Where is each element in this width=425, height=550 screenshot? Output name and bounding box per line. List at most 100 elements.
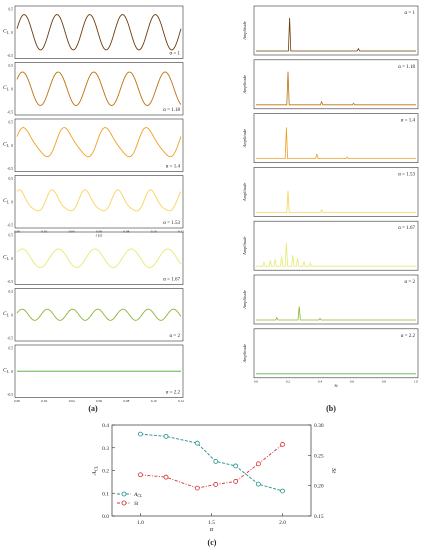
data-point-St_line [280, 442, 285, 447]
spectrum-line-alpha_1-67 [256, 242, 416, 267]
series-label: α = 2.2 [401, 334, 416, 339]
legend-marker [121, 500, 127, 506]
series-label: α = 1.18 [398, 65, 415, 70]
subplot-frame [253, 5, 419, 56]
x-tick-label: 2.0 [279, 520, 286, 526]
subplot-frame [253, 59, 419, 110]
data-point-ACL_line [256, 481, 261, 487]
ylabel-cl: CL [3, 141, 10, 148]
y-tick-label: -0.5 [7, 280, 13, 284]
x-tick-label: 0.04 [69, 399, 75, 403]
ylabel-amplitude: Amplitude [242, 236, 247, 256]
subplot-frame [253, 328, 419, 379]
y-tick-label: 0 [11, 257, 13, 261]
y-left-tick-label: 0.1 [102, 491, 109, 497]
x-tick-label: 0.00 [14, 230, 20, 234]
series-line-alpha_1 [16, 14, 182, 51]
legend-marker [121, 491, 127, 497]
panel-label-b: (b) [326, 404, 336, 413]
y-right-tick-label: 0.25 [314, 453, 324, 459]
y-tick-label: -0.5 [7, 54, 13, 58]
subplot-frame [14, 5, 184, 59]
subplot-frame [14, 288, 184, 342]
y-left-tick-label: 0.3 [102, 446, 109, 452]
y-tick-label: -0.5 [7, 167, 13, 171]
x-tick-label: 0.2 [286, 379, 291, 383]
series-line-alpha_1-4 [16, 127, 182, 158]
data-point-ACL_line [280, 488, 285, 494]
y-tick-label: 0.5 [9, 177, 14, 181]
subplot-frame [14, 175, 184, 229]
y-tick-label: -0.5 [7, 111, 13, 115]
data-point-ACL_line [213, 458, 219, 464]
subplot-a-6: CL 0.5 0 -0.5 α = 2.2 0.00 0.02 0.04 0.06 0.08 0.1… [3, 344, 184, 403]
spectrum-line-alpha_2 [256, 306, 416, 321]
y-tick-label: 0.5 [9, 347, 14, 351]
data-point-St_line [163, 474, 169, 480]
ylabel-cl: CL [3, 198, 10, 205]
y-tick-label: 0.5 [9, 121, 14, 125]
spectrum-line-alpha_1-18 [256, 71, 416, 106]
subplot-b-1: Amplitude α = 1.18 [242, 59, 419, 110]
subplot-b-4: Amplitude α = 1.67 [242, 220, 419, 271]
subplot-frame [14, 62, 184, 116]
series-line-alpha_1-53 [16, 189, 182, 212]
y-left-tick-label: 0.2 [102, 469, 109, 475]
series-label: α = 1.67 [163, 278, 180, 283]
data-point-ACL_line [138, 431, 143, 437]
ylabel-cl: CL [3, 28, 10, 35]
y-tick-label: 0 [11, 313, 13, 317]
plot-frame [111, 424, 312, 517]
data-point-St_line [213, 482, 219, 487]
data-point-St_line [256, 461, 261, 467]
ylabel-amplitude: Amplitude [242, 129, 247, 149]
data-point-St_line [138, 472, 143, 478]
x-tick-label: 0.00 [14, 399, 20, 403]
data-point-St_line [194, 485, 200, 491]
series-line-alpha_2 [16, 308, 182, 321]
y-left-tick-label: 0.0 [102, 514, 109, 520]
x-tick-label: 0.06 [96, 399, 102, 403]
subplot-frame [253, 220, 419, 271]
series-label: α = 1 [405, 11, 416, 16]
ylabel-st: St [330, 468, 337, 473]
ylabel-acl: ACL [91, 465, 99, 476]
x-tick-label: 0.06 [96, 230, 102, 234]
x-tick-label: 0.04 [69, 230, 75, 234]
subplot-frame [253, 274, 419, 325]
subplot-frame [14, 344, 184, 398]
x-tick-label: 0.6 [350, 379, 355, 383]
x-tick-label: 0.10 [151, 230, 157, 234]
y-tick-label: 0.5 [9, 64, 14, 68]
spectrum-line-alpha_1-4 [256, 127, 416, 159]
x-tick-label: 0.02 [41, 230, 47, 234]
ylabel-amplitude: Amplitude [242, 344, 247, 364]
y-tick-label: 0 [11, 31, 13, 35]
ylabel-amplitude: Amplitude [242, 290, 247, 310]
subplot-b-6: Amplitude α = 2.2 0.0 0.2 0.4 0.6 0.8 1.0 St [242, 328, 419, 388]
subplot-b-3: Amplitude α = 1.53 [242, 167, 419, 217]
y-tick-label: 0 [11, 370, 13, 374]
series-label: α = 2 [170, 334, 181, 339]
series-label: α = 1.18 [163, 108, 180, 113]
legend-label-st: St [134, 501, 139, 507]
series-label: α = 1.53 [398, 172, 415, 177]
x-tick-label: 0.02 [41, 399, 47, 403]
y-tick-label: -0.5 [7, 337, 13, 341]
panel-a-time-traces: CL 0.5 0 -0.5 α = 1 CL 0.5 0 -0.5 α = 1.18 CL 0.5 0 -… [3, 5, 184, 403]
subplot-frame [253, 113, 419, 163]
x-tick-label: 0.08 [123, 399, 129, 403]
series-line-alpha_1-67 [16, 248, 182, 269]
y-right-tick-label: 0.20 [314, 484, 324, 490]
ylabel-cl: CL [3, 254, 10, 261]
x-tick-label: 0.12 [178, 230, 184, 234]
x-tick-label: 0.12 [178, 399, 184, 403]
y-right-tick-label: 0.15 [314, 514, 324, 520]
subplot-a-5: CL 0.5 0 -0.5 α = 2 [3, 288, 184, 342]
y-tick-label: 0.5 [9, 290, 14, 294]
ylabel-cl: CL [3, 85, 10, 92]
ylabel-cl: CL [3, 367, 10, 374]
subplot-frame [253, 167, 419, 217]
